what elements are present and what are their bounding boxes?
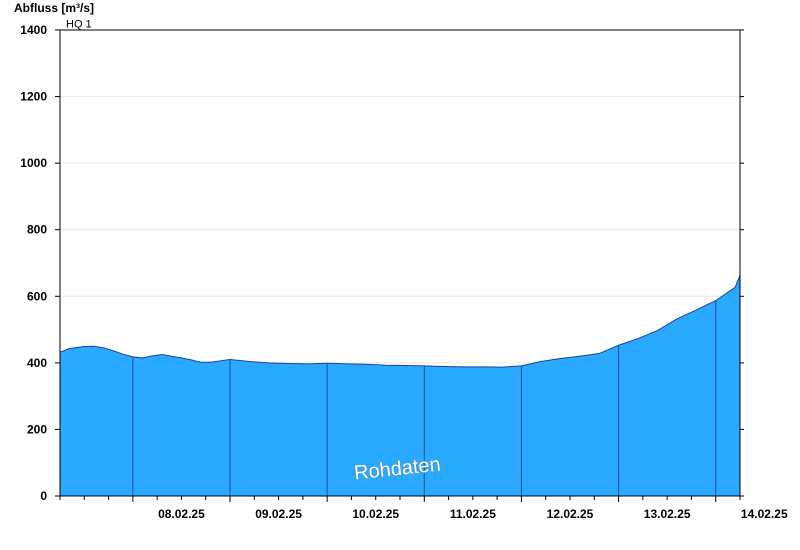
y-axis-label: Abfluss [m³/s] (14, 1, 94, 15)
x-tick-label: 10.02.25 (352, 507, 399, 521)
x-tick-label: 13.02.25 (644, 507, 691, 521)
y-tick-label: 200 (27, 422, 47, 436)
x-tick-label: 11.02.25 (450, 507, 496, 521)
y-tick-label: 800 (27, 223, 47, 237)
x-tick-label: 09.02.25 (255, 507, 302, 521)
y-tick-labels: 0 200 400 600 800 1000 1200 1400 (20, 23, 47, 503)
y-tick-label: 1000 (20, 156, 47, 170)
axes (55, 29, 744, 502)
y-tick-label: 1400 (20, 23, 47, 37)
x-tick-label: 08.02.25 (158, 507, 205, 521)
y-tick-label: 0 (40, 489, 47, 503)
day-dividers (132, 300, 717, 496)
y-tick-label: 600 (27, 289, 47, 303)
y-tick-label: 1200 (20, 90, 47, 104)
series-line (59, 275, 741, 368)
x-tick-labels: 08.02.25 09.02.25 10.02.25 11.02.25 12.02.25… (158, 507, 788, 521)
x-tick-label: 12.02.25 (547, 507, 594, 521)
y-tick-label: 400 (27, 356, 47, 370)
x-tick-label: 14.02.25 (741, 507, 788, 521)
threshold-label: HQ 1 (66, 19, 92, 31)
